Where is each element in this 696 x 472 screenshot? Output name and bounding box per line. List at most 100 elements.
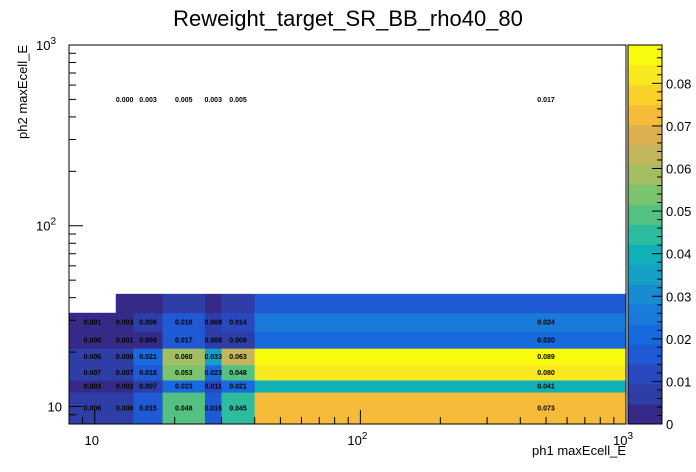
heatmap-cell [162,364,206,381]
color-scale-segment [628,124,662,146]
heatmap-cell-label: 0.008 [139,320,157,327]
heatmap-cell-label: 0.024 [537,320,555,327]
color-scale-segment [628,364,662,385]
color-scale-segment [628,184,662,205]
heatmap-cell [204,380,222,393]
heatmap-cell [204,312,222,332]
heatmap-cell [115,293,134,314]
heatmap-cell-label: 0.000 [116,97,134,104]
color-scale-segment [628,204,662,225]
heatmap-cell-label: 0.000 [84,337,102,344]
color-scale-segment [628,404,662,425]
y-tick-label: 102 [36,217,56,234]
heatmap-cell [204,348,222,366]
heatmap-cell [221,392,256,425]
heatmap-cell [115,392,134,425]
heatmap-cell [204,331,222,349]
heatmap-cell-label: 0.023 [204,370,222,377]
x-axis-title: ph1 maxEcell_E [532,443,626,458]
x-tick-label: 103 [613,431,633,448]
heatmap-cell [69,331,117,349]
heatmap-cell [115,380,134,393]
heatmap-cell [162,392,206,425]
color-scale-label: 0.06 [666,161,691,176]
heatmap-cell [133,392,163,425]
color-scale-segment [628,45,662,66]
color-scale-segment [628,224,662,245]
color-scale-label: 0.08 [666,76,691,91]
heatmap-cell-label: 0.015 [139,406,157,413]
color-scale-label: 0.05 [666,204,691,219]
color-scale-label: 0.01 [666,374,691,389]
heatmap-cell-label: 0.053 [175,370,193,377]
x-tick-label: 10 [85,433,99,448]
heatmap-cell-label: 0.008 [204,337,222,344]
heatmap-cell-label: 0.033 [204,354,222,361]
heatmap-cell-label: 0.007 [84,370,102,377]
heatmap-cell [115,348,134,366]
heatmap-cell-label: 0.007 [116,370,134,377]
heatmap-cell-label: 0.003 [204,97,222,104]
heatmap-cell [69,348,117,366]
color-scale-bar: 0 0.01 0.02 0.03 0.04 0.05 0.06 0.07 0.08 [627,44,691,432]
heatmap-cell [221,380,256,393]
color-scale-segment [628,144,662,166]
heatmap-cell [221,348,256,366]
color-scale-label: 0.03 [666,289,691,304]
heatmap-cell-label: 0.014 [229,320,247,327]
heatmap-cell [162,293,206,314]
heatmap-cell [115,312,134,332]
heatmap-cell-label: 0.080 [537,370,555,377]
color-scale-segment [628,384,662,405]
heatmap-cell [162,331,206,349]
color-scale-label: 0 [666,417,673,432]
heatmap-cell [254,380,627,393]
chart-title: Reweight_target_SR_BB_rho40_80 [173,6,523,31]
heatmap-cell-label: 0.089 [537,354,555,361]
color-scale-segment [628,84,662,106]
heatmap-cell [115,364,134,381]
heatmap-cell [254,348,627,366]
heatmap-cell [162,348,206,366]
color-scale-segment [628,64,662,86]
heatmap-cell-label: 0.020 [537,337,555,344]
heatmap-cell [254,331,627,349]
heatmap-cell-label: 0.001 [84,320,102,327]
heatmap-cell [254,364,627,381]
y-tick-label: 103 [36,36,56,53]
color-scale-label: 0.07 [666,119,691,134]
heatmap-cell-label: 0.048 [229,370,247,377]
y-axis: 10 102 103 [36,36,83,416]
heatmap-cell-label: 0.041 [537,384,555,391]
heatmap-cell [221,312,256,332]
heatmap-cell-label: 0.009 [204,320,222,327]
heatmap-cell-label: 0.011 [205,384,222,391]
heatmap-cell-label: 0.060 [175,354,193,361]
heatmap-cell-label: 0.004 [139,337,157,344]
color-scale-frame [627,44,663,425]
x-axis: 10 102 103 [82,410,633,448]
color-scale-segment [628,344,662,365]
heatmap-cell [133,364,163,381]
heatmap-cell [162,312,206,332]
heatmap-cell-label: 0.018 [139,370,157,377]
heatmap-cell [69,364,117,381]
heatmap-cell-label: 0.017 [175,337,193,344]
color-scale-segment [628,284,662,305]
heatmap-cell-label: 0.016 [175,320,193,327]
heatmap-cell [69,312,117,332]
heatmap-cell [133,331,163,349]
heatmap-cell [221,293,256,314]
y-axis-title: ph2 maxEcell_E [15,45,30,139]
heatmap-cell-label: 0.048 [175,406,193,413]
y-tick-label: 10 [48,399,62,414]
heatmap-cells [69,293,627,425]
color-scale-segment [628,104,662,126]
heatmap-cell-label: 0.006 [116,406,134,413]
heatmap-cell-label: 0.017 [537,97,555,104]
heatmap-cell [133,312,163,332]
heatmap-cell-label: 0.021 [139,354,157,361]
heatmap-cell [69,392,117,425]
heatmap-cell-label: 0.007 [139,384,157,391]
